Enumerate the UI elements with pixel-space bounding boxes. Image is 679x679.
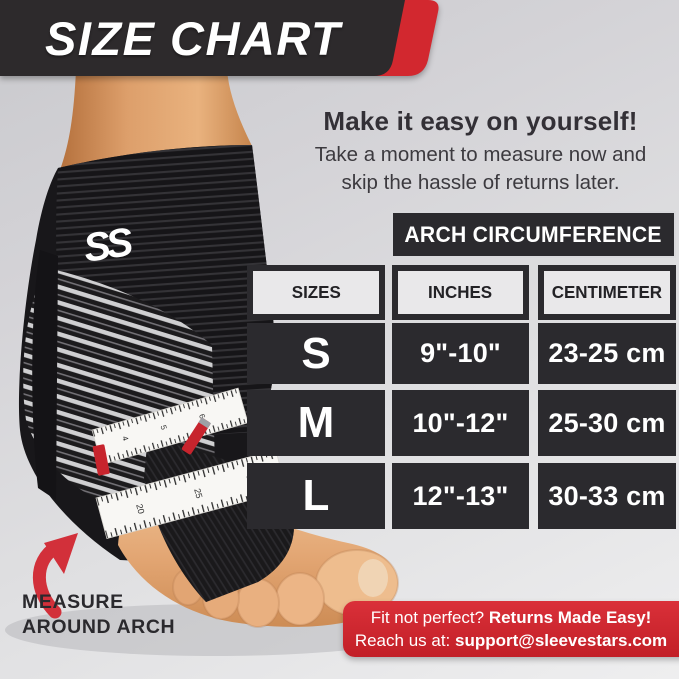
- svg-text:4: 4: [120, 435, 130, 442]
- leg: [60, 70, 252, 170]
- intro-title: Make it easy on yourself!: [323, 106, 638, 136]
- title-banner: [0, 0, 439, 76]
- column-header-centimeter: CENTIMETER: [538, 265, 676, 320]
- tape-red-marker: [92, 444, 110, 476]
- table-row-l-size: L: [247, 463, 385, 529]
- table-row-s-centimeter: 23-25 cm: [538, 323, 676, 384]
- support-email: support@sleevestars.com: [455, 631, 668, 650]
- tape-red-end: [181, 417, 212, 455]
- column-header-sizes: SIZES: [247, 265, 385, 320]
- svg-text:25: 25: [192, 487, 204, 499]
- returns-line: Fit not perfect? Returns Made Easy!: [347, 606, 675, 629]
- reach-prefix: Reach us at:: [354, 631, 455, 650]
- returns-contact-box: Fit not perfect? Returns Made Easy! Reac…: [343, 601, 679, 657]
- svg-text:6: 6: [197, 413, 207, 420]
- table-row-l-centimeter: 30-33 cm: [538, 463, 676, 529]
- column-header-inches: INCHES: [392, 265, 529, 320]
- measure-annotation: MEASURE AROUND ARCH: [22, 590, 175, 640]
- svg-text:5: 5: [159, 424, 169, 431]
- returns-promise: Returns Made Easy!: [488, 608, 652, 627]
- measure-line-2: AROUND ARCH: [22, 616, 176, 638]
- banner-dark-plate: [0, 0, 405, 76]
- svg-text:20: 20: [134, 503, 146, 515]
- toenail: [358, 559, 388, 597]
- intro-line-2: skip the hassle of returns later.: [341, 170, 620, 194]
- intro-line-1: Take a moment to measure now and: [314, 143, 647, 166]
- page-title: SIZE CHART: [45, 12, 342, 65]
- table-row-l-inches: 12"-13": [392, 463, 529, 529]
- table-row-m-size: M: [247, 390, 385, 456]
- fit-question: Fit not perfect?: [370, 608, 489, 627]
- measure-line-1: MEASURE: [22, 591, 124, 613]
- table-row-s-size: S: [247, 323, 385, 384]
- table-row-m-inches: 10"-12": [392, 390, 529, 456]
- red-arrow-icon: [32, 533, 78, 619]
- table-row-m-centimeter: 25-30 cm: [538, 390, 676, 456]
- reach-line: Reach us at: support@sleevestars.com: [347, 629, 675, 652]
- arch-circumference-header: ARCH CIRCUMFERENCE: [391, 211, 676, 258]
- table-row-s-inches: 9"-10": [392, 323, 529, 384]
- intro-block: Make it easy on yourself! Take a moment …: [282, 106, 679, 196]
